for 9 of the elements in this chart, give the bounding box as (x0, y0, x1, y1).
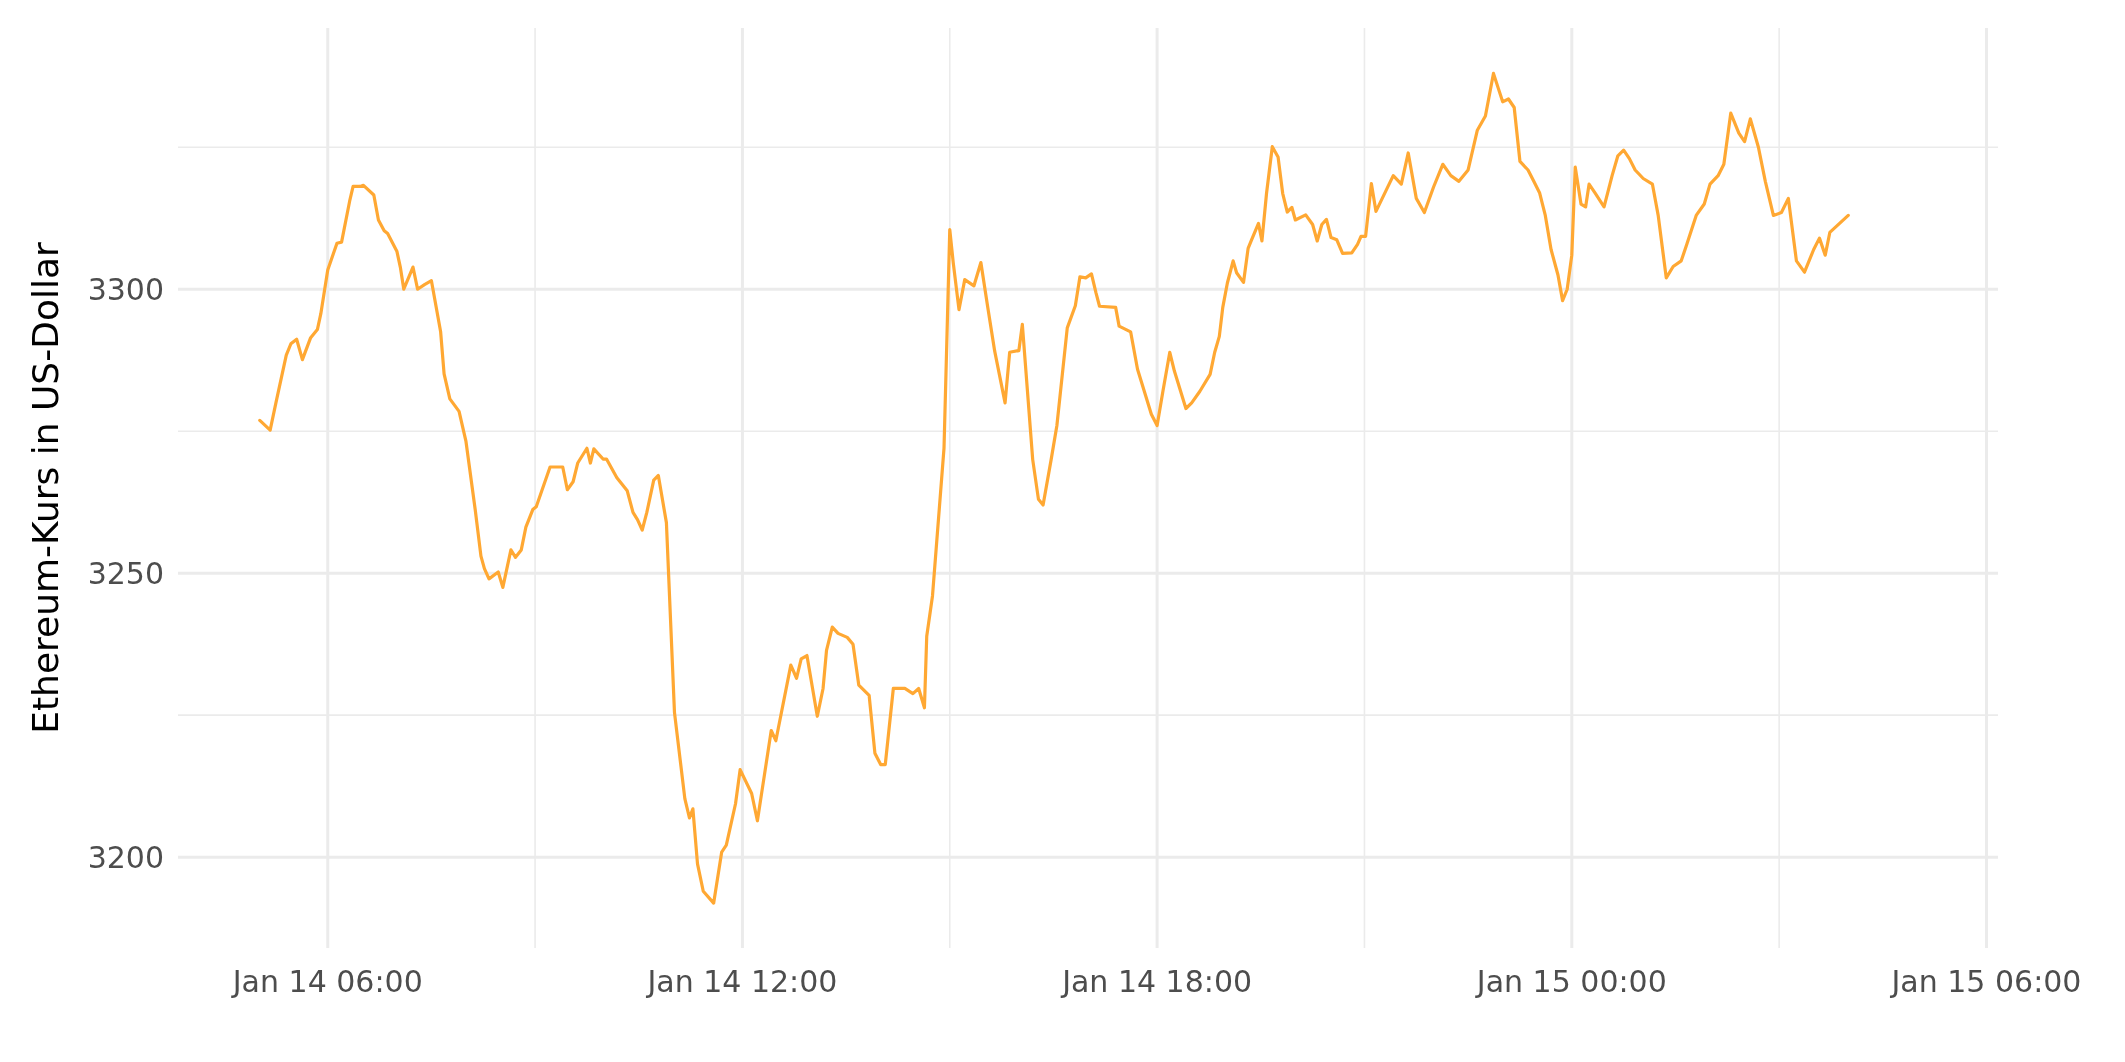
x-tick-label: Jan 14 18:00 (1060, 964, 1253, 999)
y-tick-label: 3250 (87, 555, 164, 591)
x-tick-label: Jan 14 12:00 (645, 964, 838, 999)
y-tick-label: 3200 (87, 839, 164, 875)
y-tick-label: 3300 (87, 271, 164, 307)
x-tick-label: Jan 15 00:00 (1474, 964, 1667, 999)
x-tick-label: Jan 14 06:00 (230, 964, 423, 999)
y-axis-title: Ethereum-Kurs in US-Dollar (25, 242, 66, 734)
x-tick-label: Jan 15 06:00 (1889, 964, 2082, 999)
